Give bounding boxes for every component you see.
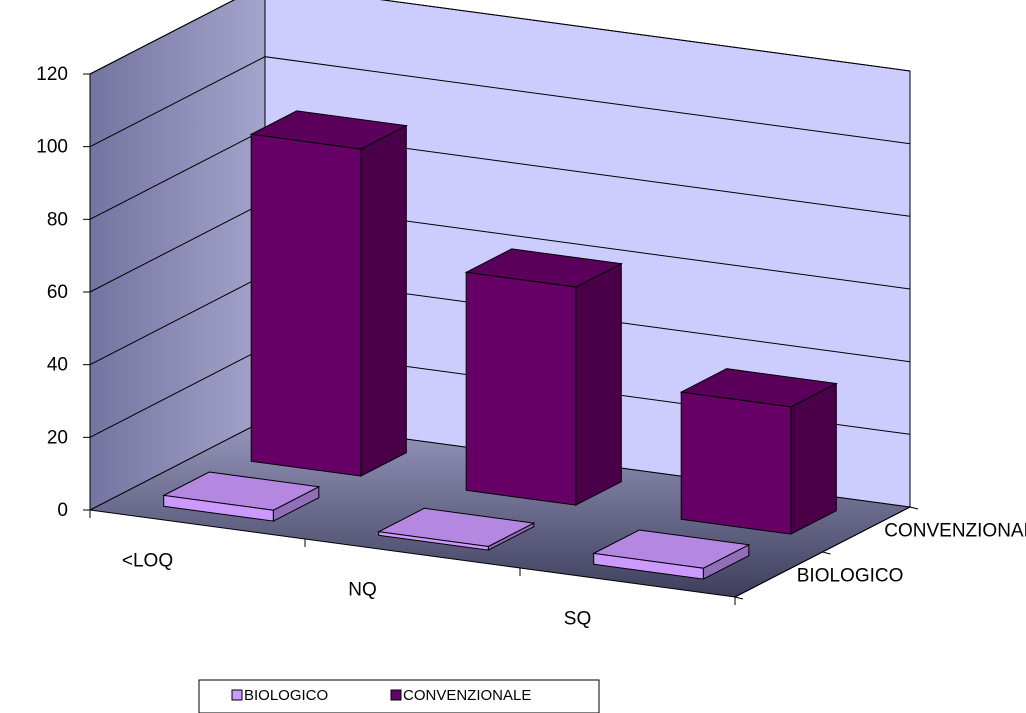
legend-label-biologico: BIOLOGICO	[244, 687, 328, 704]
bar-biologico-0	[162, 471, 321, 522]
bar-convenzionale-2	[679, 368, 838, 535]
y-tick-label: 40	[47, 355, 68, 376]
bar-side-face	[575, 262, 622, 506]
y-tick-label: 100	[36, 137, 68, 158]
side-wall	[89, 0, 266, 511]
y-tick-label: 80	[47, 209, 68, 230]
bars	[162, 110, 838, 580]
bar-front-face	[250, 133, 362, 477]
legend-swatch-convenzionale	[390, 689, 402, 701]
depth-tick-mark	[822, 551, 831, 555]
depth-axis-line	[734, 506, 911, 598]
legend: BIOLOGICO CONVENZIONALE	[198, 679, 600, 713]
bar-front-face	[593, 552, 704, 580]
bar-biologico-2	[592, 529, 751, 580]
gridline	[89, 0, 911, 75]
bar-front-face	[163, 494, 274, 522]
depth-tick-mark	[734, 596, 744, 600]
bar-biologico-1	[377, 507, 536, 551]
y-tick-label: 120	[36, 64, 68, 85]
bar-convenzionale-0	[249, 110, 408, 477]
y-tick-label: 20	[47, 427, 68, 448]
legend-label-convenzionale: CONVENZIONALE	[403, 687, 531, 704]
depth-label: CONVENZIONALE	[884, 521, 1026, 542]
y-tick-label: 0	[57, 500, 68, 521]
legend-swatch-biologico	[231, 689, 243, 701]
bar-convenzionale-1	[464, 248, 623, 506]
depth-label: BIOLOGICO	[797, 566, 904, 587]
bar-side-face	[790, 382, 837, 535]
x-category-label: NQ	[348, 580, 377, 601]
bar-side-face	[360, 124, 407, 477]
axes: 0 20 40 60 80 100 120 <LOQ NQ SQ BIOLOGICO CONVENZI…	[36, 64, 1026, 630]
bar-front-face	[465, 271, 577, 506]
x-category-label: SQ	[564, 609, 591, 630]
bar-front-face	[680, 391, 792, 535]
gridline	[89, 56, 911, 148]
y-tick-label: 60	[47, 282, 68, 303]
x-category-label: <LOQ	[122, 551, 173, 572]
depth-tick-mark	[909, 506, 919, 510]
bar-front-face	[378, 531, 489, 551]
